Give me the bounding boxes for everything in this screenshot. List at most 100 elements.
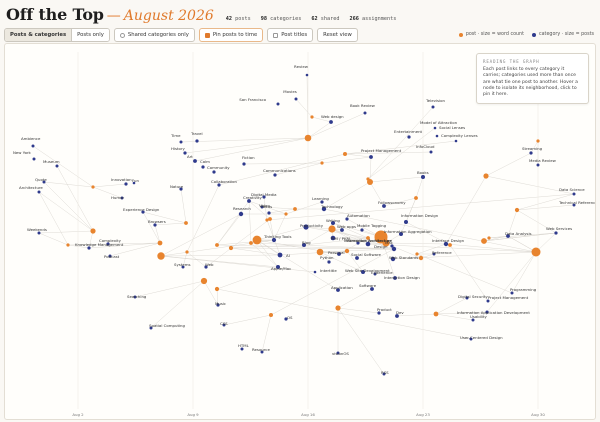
post-node[interactable] bbox=[215, 243, 219, 247]
category-node-mobile-tagging[interactable] bbox=[360, 228, 364, 232]
category-node-communications[interactable] bbox=[273, 173, 277, 177]
category-node-systems[interactable] bbox=[181, 265, 185, 269]
category-node-user-centered-design[interactable] bbox=[469, 337, 473, 341]
category-node-humor[interactable] bbox=[120, 196, 124, 200]
category-node-web-site-development[interactable] bbox=[361, 270, 365, 274]
category-node-creativity[interactable] bbox=[247, 199, 251, 203]
category-node-calm[interactable] bbox=[201, 165, 205, 169]
network-graph[interactable]: Aug 2 Aug 9 Aug 16 Aug 23 Aug 30 Review Movie… bbox=[5, 44, 596, 420]
post-node[interactable] bbox=[185, 250, 189, 254]
category-node-entertainment[interactable] bbox=[407, 135, 411, 139]
category-node-productivity[interactable] bbox=[303, 224, 309, 230]
category-node-thinking-tools[interactable] bbox=[271, 237, 277, 243]
post-node[interactable] bbox=[366, 236, 370, 240]
category-node-mac[interactable] bbox=[390, 244, 394, 248]
category-node-visionos[interactable] bbox=[336, 351, 340, 355]
post-node[interactable] bbox=[514, 207, 520, 213]
category-node-television[interactable] bbox=[431, 105, 435, 109]
post-node[interactable] bbox=[343, 152, 347, 156]
category-node-blog[interactable] bbox=[302, 243, 306, 247]
category-node-followsonomy[interactable] bbox=[382, 204, 386, 208]
category-node-media-review[interactable] bbox=[536, 163, 540, 167]
graph-canvas[interactable]: Aug 2 Aug 9 Aug 16 Aug 23 Aug 30 Review Movie… bbox=[4, 43, 596, 420]
post-node[interactable] bbox=[418, 255, 424, 261]
post-node[interactable] bbox=[157, 240, 163, 246]
category-node-fiction[interactable] bbox=[242, 162, 246, 166]
post-node[interactable] bbox=[228, 245, 234, 251]
post-node[interactable] bbox=[184, 221, 188, 225]
category-node-web-standards[interactable] bbox=[390, 256, 396, 262]
post-node[interactable] bbox=[265, 218, 269, 222]
post-node[interactable] bbox=[366, 177, 370, 181]
post-node[interactable] bbox=[481, 238, 487, 244]
shared-categories-only-toggle[interactable]: Shared categories only bbox=[113, 28, 195, 42]
category-node-art[interactable] bbox=[193, 159, 197, 163]
category-node-browsers[interactable] bbox=[153, 223, 157, 227]
category-node-web-apps[interactable] bbox=[340, 228, 344, 232]
post-node[interactable] bbox=[310, 115, 314, 119]
post-node[interactable] bbox=[268, 217, 272, 221]
category-node-focus[interactable] bbox=[267, 211, 271, 215]
category-node-infocloud[interactable] bbox=[429, 150, 433, 154]
category-node-spatial-computing[interactable] bbox=[149, 326, 153, 330]
post-node[interactable] bbox=[304, 134, 312, 142]
category-node-podcast[interactable] bbox=[108, 254, 112, 258]
category-node-os[interactable] bbox=[284, 317, 288, 321]
category-node-reference[interactable] bbox=[432, 252, 436, 256]
category-node-programming[interactable] bbox=[510, 291, 514, 295]
post-node[interactable] bbox=[531, 247, 541, 257]
category-node-ambience[interactable] bbox=[31, 144, 35, 148]
category-node-interaction-design[interactable] bbox=[393, 276, 397, 280]
category-node-resource[interactable] bbox=[260, 350, 264, 354]
post-node[interactable] bbox=[320, 161, 324, 165]
post-node[interactable] bbox=[90, 228, 96, 234]
category-node-experience[interactable] bbox=[373, 272, 377, 276]
category-node-rss[interactable] bbox=[382, 372, 386, 376]
category-node-web-services[interactable] bbox=[554, 231, 558, 235]
category-node-video[interactable] bbox=[260, 205, 264, 209]
post-node[interactable] bbox=[344, 248, 350, 254]
category-node-nature[interactable] bbox=[179, 187, 183, 191]
category-node-project-management[interactable] bbox=[369, 155, 373, 159]
post-node[interactable] bbox=[335, 305, 341, 311]
category-node-digital-media[interactable] bbox=[262, 195, 266, 199]
category-node-css[interactable] bbox=[222, 323, 226, 327]
category-node-information-aggregation[interactable] bbox=[399, 232, 403, 236]
category-node-dev[interactable] bbox=[395, 314, 399, 318]
category-node-collaboration[interactable] bbox=[217, 183, 221, 187]
post-node[interactable] bbox=[252, 235, 262, 245]
category-node-information-application-development[interactable] bbox=[485, 310, 489, 314]
post-node[interactable] bbox=[91, 185, 95, 189]
category-node-san-francisco[interactable] bbox=[276, 102, 280, 106]
category-node-innovation[interactable] bbox=[124, 182, 128, 186]
post-node[interactable] bbox=[66, 243, 70, 247]
category-node-python[interactable] bbox=[327, 260, 331, 264]
view-posts-only-button[interactable]: Posts only bbox=[71, 29, 109, 41]
post-node[interactable] bbox=[487, 236, 491, 240]
category-node-book-review[interactable] bbox=[363, 111, 367, 115]
category-node-digital-security[interactable] bbox=[465, 296, 469, 300]
category-node-searching[interactable] bbox=[133, 295, 137, 299]
category-node-experience-design[interactable] bbox=[141, 210, 145, 214]
category-node-intertitle[interactable] bbox=[313, 270, 317, 274]
category-node-research[interactable] bbox=[238, 211, 244, 217]
category-node-information-design[interactable] bbox=[404, 220, 408, 224]
category-node-product[interactable] bbox=[377, 311, 381, 315]
category-node-architecture[interactable] bbox=[37, 190, 41, 194]
category-node-review[interactable] bbox=[305, 73, 309, 77]
post-node[interactable] bbox=[200, 277, 208, 285]
post-node[interactable] bbox=[284, 212, 288, 216]
post-node[interactable] bbox=[293, 207, 297, 211]
category-node-technical-reference[interactable] bbox=[572, 203, 576, 207]
category-node-travel[interactable] bbox=[195, 139, 199, 143]
category-node-ai[interactable] bbox=[277, 252, 283, 258]
category-node-application[interactable] bbox=[336, 288, 340, 292]
category-node-apple-mac[interactable] bbox=[276, 265, 280, 269]
category-node-weekends[interactable] bbox=[37, 231, 41, 235]
post-node[interactable] bbox=[483, 173, 489, 179]
category-node-web-design[interactable] bbox=[329, 120, 333, 124]
category-node-software[interactable] bbox=[370, 287, 374, 291]
category-node-web[interactable] bbox=[204, 265, 208, 269]
category-node-knowledge-management[interactable] bbox=[87, 246, 91, 250]
view-posts-and-categories-button[interactable]: Posts & categories bbox=[5, 29, 72, 41]
